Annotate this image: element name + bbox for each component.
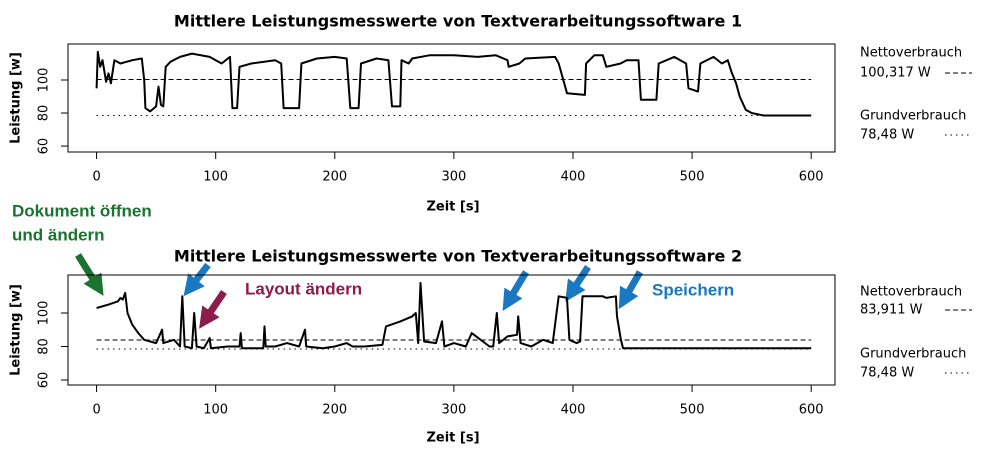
legend-label: Nettoverbrauch (860, 46, 962, 61)
x-tick-label: 400 (561, 170, 586, 185)
y-tick-label: 100 (37, 68, 52, 93)
annotation: und ändern (12, 225, 105, 244)
arrow (618, 270, 644, 310)
y-tick-label: 60 (37, 138, 52, 155)
x-tick-label: 500 (680, 403, 705, 418)
x-tick-label: 300 (441, 170, 466, 185)
legend-label: Grundverbrauch (860, 109, 966, 124)
data-line (95, 50, 812, 117)
chart-title: Mittlere Leistungsmesswerte von Textvera… (174, 12, 742, 31)
legend-value: 78,48 W (860, 366, 914, 381)
x-axis-label: Zeit [s] (426, 200, 479, 215)
data-line (96, 281, 812, 350)
x-axis-label: Zeit [s] (426, 431, 479, 446)
annotation: Dokument öffnen (12, 201, 152, 220)
arrow (183, 262, 211, 297)
x-tick-label: 400 (561, 403, 586, 418)
annotation: Speichern (652, 280, 734, 299)
x-tick-label: 0 (92, 170, 100, 185)
x-tick-label: 100 (203, 403, 228, 418)
y-tick-label: 80 (37, 105, 52, 122)
x-tick-label: 0 (92, 403, 100, 418)
plot-box (67, 43, 836, 153)
y-tick-label: 60 (37, 372, 52, 389)
arrows (75, 253, 644, 329)
legend-value: 83,911 W (860, 303, 923, 318)
plot-box (67, 274, 836, 386)
x-tick-label: 500 (680, 170, 705, 185)
annotation: Layout ändern (245, 279, 362, 298)
legend-value: 100,317 W (860, 66, 931, 81)
y-tick-label: 80 (37, 338, 52, 355)
legend-label: Grundverbrauch (860, 347, 966, 362)
x-tick-label: 100 (203, 170, 228, 185)
y-tick-label: 100 (36, 301, 51, 326)
legend-value: 78,48 W (860, 128, 914, 143)
y-axis-label: Leistung [w] (9, 52, 24, 144)
x-tick-label: 600 (799, 403, 824, 418)
y-axis-label: Leistung [w] (9, 284, 24, 376)
arrow (75, 253, 104, 296)
arrow (199, 290, 227, 329)
x-tick-label: 300 (441, 403, 466, 418)
chart-title: Mittlere Leistungsmesswerte von Textvera… (174, 247, 742, 266)
x-tick-label: 600 (799, 170, 824, 185)
x-tick-label: 200 (322, 170, 347, 185)
arrow (502, 270, 530, 312)
legend-label: Nettoverbrauch (860, 285, 962, 300)
arrow (565, 265, 591, 302)
x-tick-label: 200 (322, 403, 347, 418)
